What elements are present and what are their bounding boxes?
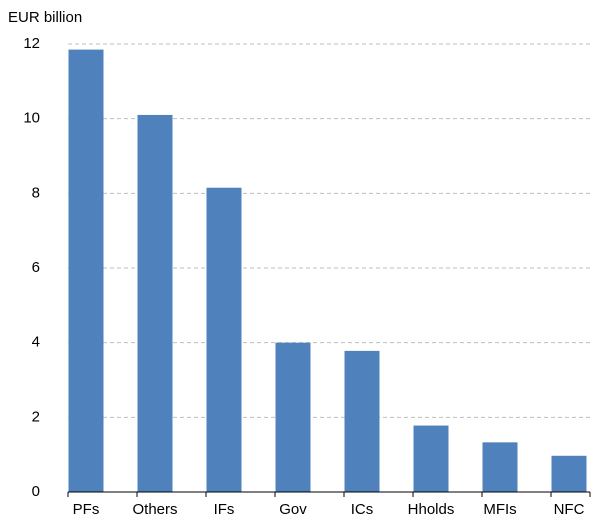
y-tick-label: 0 [32,483,40,500]
y-tick-label: 2 [32,408,40,425]
y-tick-label: 6 [32,259,40,276]
bar [206,187,242,492]
x-tick-label: MFIs [483,501,516,518]
x-tick-label: IFs [214,501,235,518]
y-tick-label: 10 [23,110,40,127]
bar [551,455,587,492]
y-tick-label: 8 [32,184,40,201]
bar [137,114,173,492]
x-tick-label: Others [132,501,177,518]
x-tick-label: Hholds [408,501,455,518]
x-tick-label: NFC [554,501,585,518]
y-tick-label: 4 [32,334,40,351]
bar [413,425,449,492]
bar [68,49,104,492]
x-tick-label: Gov [279,501,307,518]
bar [344,350,380,492]
x-tick-label: PFs [73,501,100,518]
y-axis-label: EUR billion [8,9,82,26]
y-tick-label: 12 [23,35,40,52]
bar [482,442,518,492]
x-tick-label: ICs [351,501,374,518]
bar [275,342,311,492]
